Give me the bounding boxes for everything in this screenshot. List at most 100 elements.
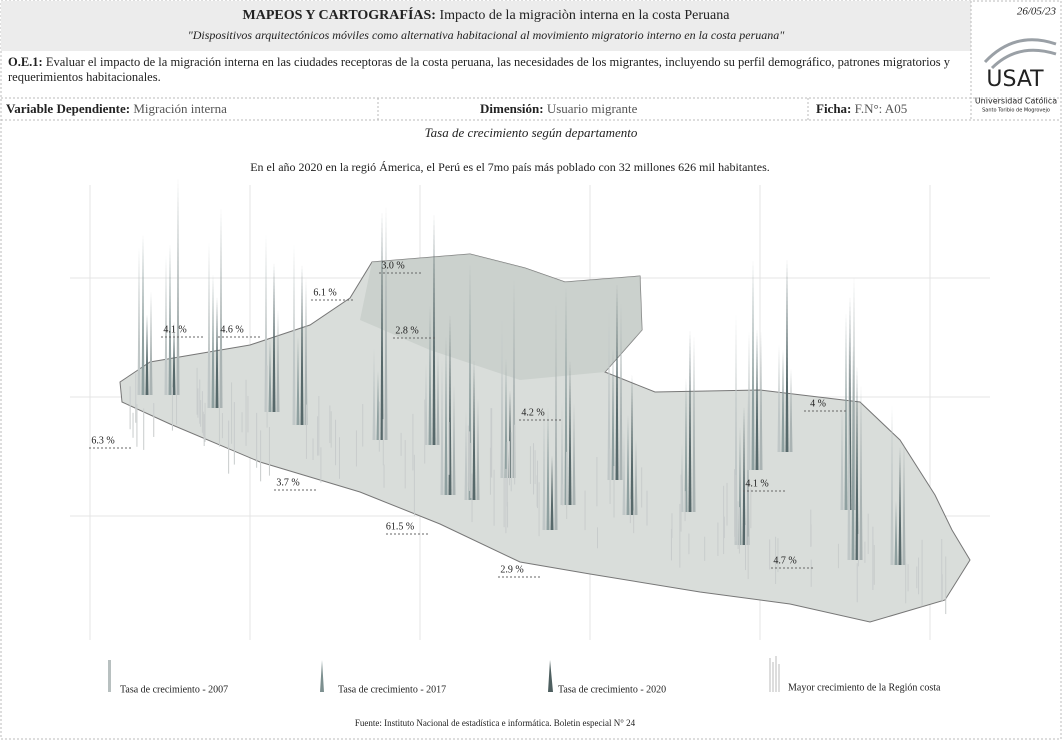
legend-label: Tasa de crecimiento - 2017 [338,684,446,695]
map-bar [432,212,436,445]
map-bar [304,277,308,425]
map-bar [898,446,902,565]
map-bar [611,347,615,480]
map-bar [164,255,168,395]
field-value: F.N°: A05 [855,101,908,116]
map-bar [444,335,448,495]
map-bar [219,207,223,408]
map-north-region [360,254,642,380]
map-bar [564,285,568,505]
map-bar [376,370,380,440]
title-text: Impacto de la migraciòn interna en la co… [439,8,730,23]
logo-arc [990,48,1057,70]
map-bar [840,401,844,510]
map-bar [546,406,550,530]
map-bar [207,241,211,408]
objective: O.E.1: Evaluar el impacto de la migració… [8,55,963,85]
map-label: 3.7 % [276,477,299,488]
map-label: 6.1 % [313,287,336,298]
map-bar [894,500,898,565]
map-label: 4.1 % [745,478,768,489]
map-bar [424,363,428,445]
map-bar [428,305,432,445]
field: Variable Dependiente: Migración interna [6,101,227,116]
field: Dimensión: Usuario migrante [480,101,638,116]
map-bar [384,205,388,440]
map-bar [276,309,280,412]
map-bar [626,414,630,515]
map-label: 4.1 % [163,324,186,335]
map-label: 4 % [810,398,826,409]
map-bar [504,358,508,478]
field-label: Variable Dependiente: [6,101,130,116]
map-bar [550,455,554,530]
map-bar [747,331,751,470]
map-bar [211,274,215,408]
map-label: 4.2 % [521,407,544,418]
map-bar [272,262,276,412]
map-bar [902,440,906,565]
field-label: Dimensión: [480,101,544,116]
map-bar [440,359,444,495]
map-bar [500,319,504,478]
legend-label: Tasa de crecimiento - 2007 [120,684,228,695]
map-bar [755,328,759,470]
map-bar [607,311,611,480]
map-bar [777,344,781,452]
legend-label: Tasa de crecimiento - 2020 [558,684,666,695]
map-bar [268,338,272,412]
legend: Tasa de crecimiento - 2007 Tasa de creci… [108,656,941,695]
map-bar [751,259,755,470]
content-description: En el año 2020 en la regió Ámerica, el P… [250,160,770,174]
map-bar [855,365,859,560]
legend-icon [548,660,553,692]
logo-university: Universidad Católica [975,96,1057,106]
legend-icon [108,660,111,692]
map-bar [141,234,145,395]
map-bar [292,244,296,425]
map-bar [615,283,619,480]
objective-box: O.E.1: Evaluar el impacto de la migració… [8,55,963,85]
map-bar [149,291,153,395]
map-label: 2.8 % [395,325,418,336]
map-bar [734,313,738,545]
map-label: 3.0 % [381,260,404,271]
legend-label: Mayor crecimiento de la Región costa [788,682,941,693]
objective-label: O.E.1: [8,55,43,69]
map-bar [789,368,793,452]
map-bar [847,333,851,560]
map-bar [619,302,623,480]
date: 26/05/23 [1017,6,1057,18]
map-label: 6.3 % [91,435,114,446]
map-bar [472,359,476,500]
legend-icon [769,656,780,692]
map-labels: 4.1 % 4.6 % 6.1 % 3.0 % 2.8 % 4.2 % 4 % 6.3 % 3.… [89,260,848,578]
map-bar [372,348,376,440]
map-bar [859,384,863,560]
map-bar [554,303,558,530]
map-bar [851,345,855,560]
logo-university-sub: Santo Toribio de Mogrovejo [982,108,1050,114]
map-bar [746,395,750,545]
field: Ficha: F.N°: A05 [816,101,907,116]
map-bar [215,296,219,408]
map-bar [692,335,696,512]
map-bars [129,176,947,615]
map-label: 2.9 % [500,564,523,575]
title: MAPEOS Y CARTOGRAFÍAS: Impacto de la mig… [243,6,731,23]
map-bar [684,377,688,512]
field-label: Ficha: [816,101,851,116]
map-label: 4.6 % [220,324,243,335]
map-bar [688,329,692,512]
logo: USAT Universidad Católica Santo Toribio … [975,38,1057,114]
map-bar [890,405,894,565]
source: Fuente: Instituto Nacional de estadístic… [355,718,636,728]
map-bar [568,360,572,505]
map-bar [296,336,300,425]
map-bar [300,264,304,425]
map-label: 61.5 % [386,521,414,532]
map-bar [572,402,576,505]
content-title: Tasa de crecimiento según departamento [425,125,638,140]
map-label: 4.7 % [773,555,796,566]
